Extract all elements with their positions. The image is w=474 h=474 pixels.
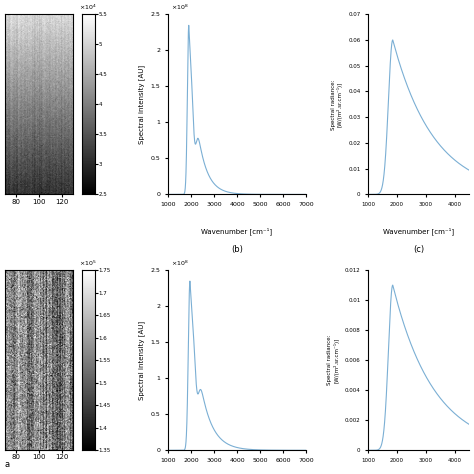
- Text: $\times10^8$: $\times10^8$: [171, 3, 189, 12]
- X-axis label: Wavenumber [cm⁻¹]: Wavenumber [cm⁻¹]: [201, 227, 273, 235]
- Text: (c): (c): [413, 245, 424, 254]
- X-axis label: Wavenumber [cm⁻¹]: Wavenumber [cm⁻¹]: [383, 227, 454, 235]
- Y-axis label: Spectral intensity [AU]: Spectral intensity [AU]: [138, 65, 145, 144]
- Y-axis label: Spectral radiance:
[W/(m².sr.cm⁻¹)]: Spectral radiance: [W/(m².sr.cm⁻¹)]: [331, 79, 343, 129]
- Text: $\times10^8$: $\times10^8$: [171, 259, 189, 268]
- Text: $\times10^5$: $\times10^5$: [79, 259, 97, 268]
- Text: a: a: [5, 460, 10, 469]
- Text: $\times10^4$: $\times10^4$: [79, 3, 97, 12]
- Y-axis label: Spectral radiance:
[W/(m².sr.cm⁻¹)]: Spectral radiance: [W/(m².sr.cm⁻¹)]: [327, 335, 339, 385]
- Text: (b): (b): [231, 245, 243, 254]
- Y-axis label: Spectral intensity [AU]: Spectral intensity [AU]: [138, 320, 145, 400]
